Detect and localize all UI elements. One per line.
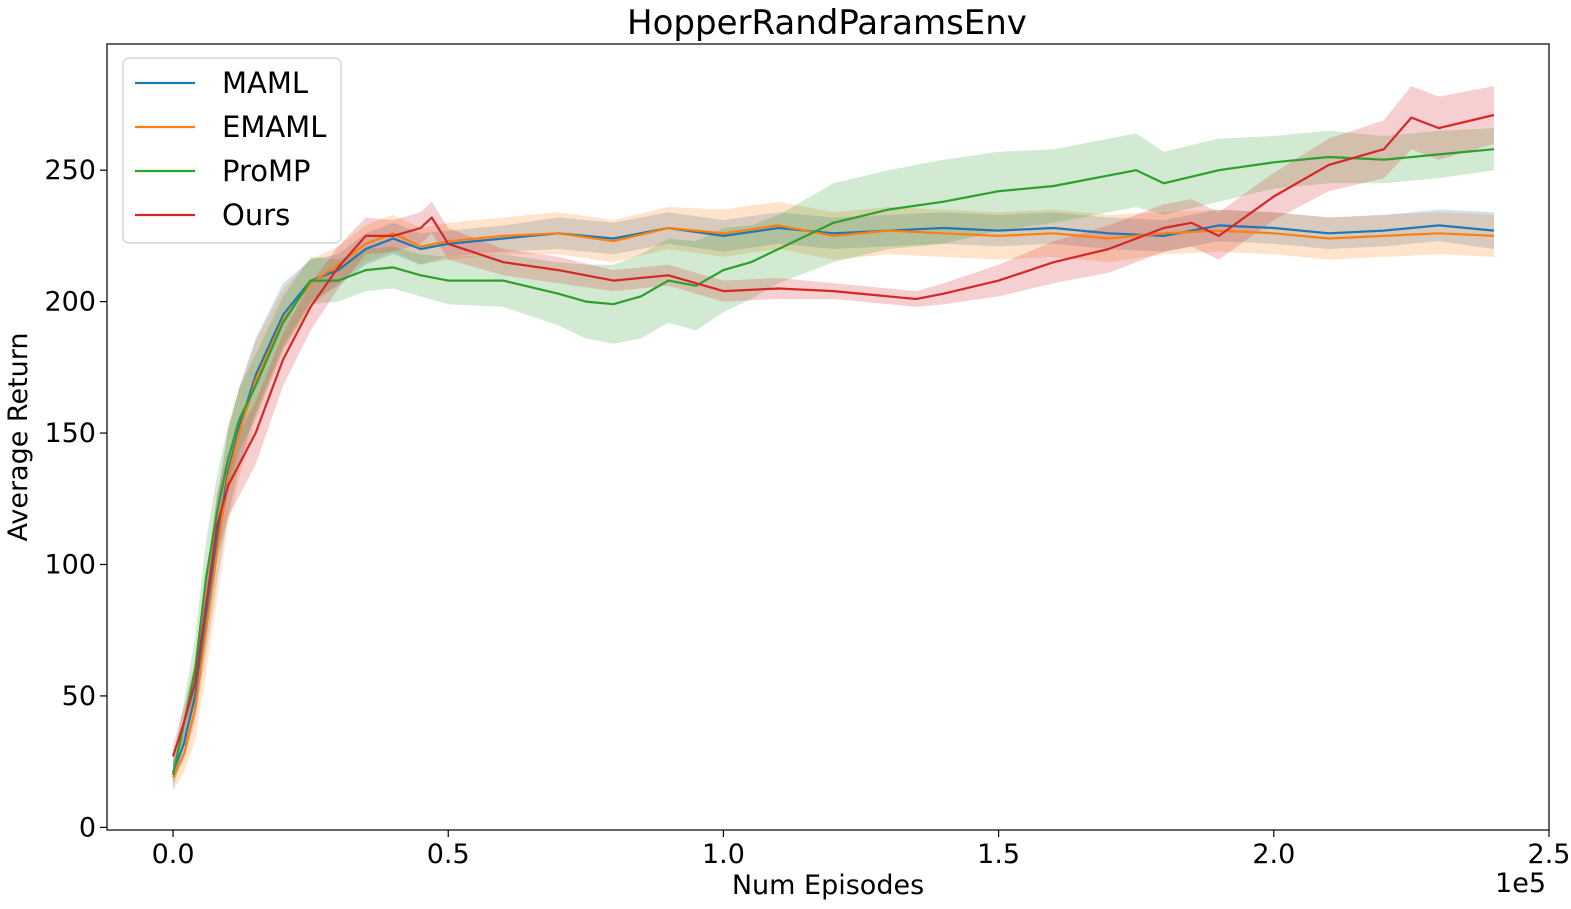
x-tick-label: 2.0: [1252, 839, 1295, 870]
y-tick-label: 100: [44, 549, 96, 580]
y-tick-label: 0: [79, 812, 96, 843]
legend: MAML EMAML ProMP Ours: [122, 57, 342, 244]
confidence-bands: [173, 86, 1494, 791]
chart-title: HopperRandParamsEnv: [627, 3, 1027, 43]
x-axis-ticks: 0.0 0.5 1.0 1.5 2.0 2.5: [152, 830, 1571, 870]
legend-label: Ours: [222, 198, 290, 232]
series-lines: [171, 113, 1495, 778]
y-axis-ticks: 0 50 100 150 200 250: [44, 155, 107, 843]
line-promp: [171, 148, 1495, 776]
legend-label: EMAML: [222, 110, 326, 144]
legend-box: [122, 57, 342, 244]
legend-label: MAML: [222, 66, 308, 100]
x-tick-label: 1.5: [977, 839, 1020, 870]
band-maml: [173, 209, 1494, 783]
line-ours: [171, 113, 1495, 757]
legend-label: ProMP: [222, 154, 311, 188]
y-tick-label: 200: [44, 287, 96, 318]
y-tick-label: 250: [44, 155, 96, 186]
y-tick-label: 50: [62, 681, 96, 712]
line-maml: [171, 224, 1495, 773]
x-axis-offset: 1e5: [1495, 868, 1546, 899]
band-ours: [173, 86, 1494, 767]
x-tick-label: 0.5: [427, 839, 470, 870]
x-tick-label: 2.5: [1528, 839, 1571, 870]
y-tick-label: 150: [44, 418, 96, 449]
x-tick-label: 1.0: [702, 839, 745, 870]
plot-frame: [106, 43, 1550, 831]
y-axis-label: Average Return: [3, 332, 34, 541]
line-emaml: [172, 224, 1495, 778]
x-axis-label: Num Episodes: [732, 870, 924, 901]
band-promp: [173, 128, 1494, 791]
x-tick-label: 0.0: [152, 839, 195, 870]
